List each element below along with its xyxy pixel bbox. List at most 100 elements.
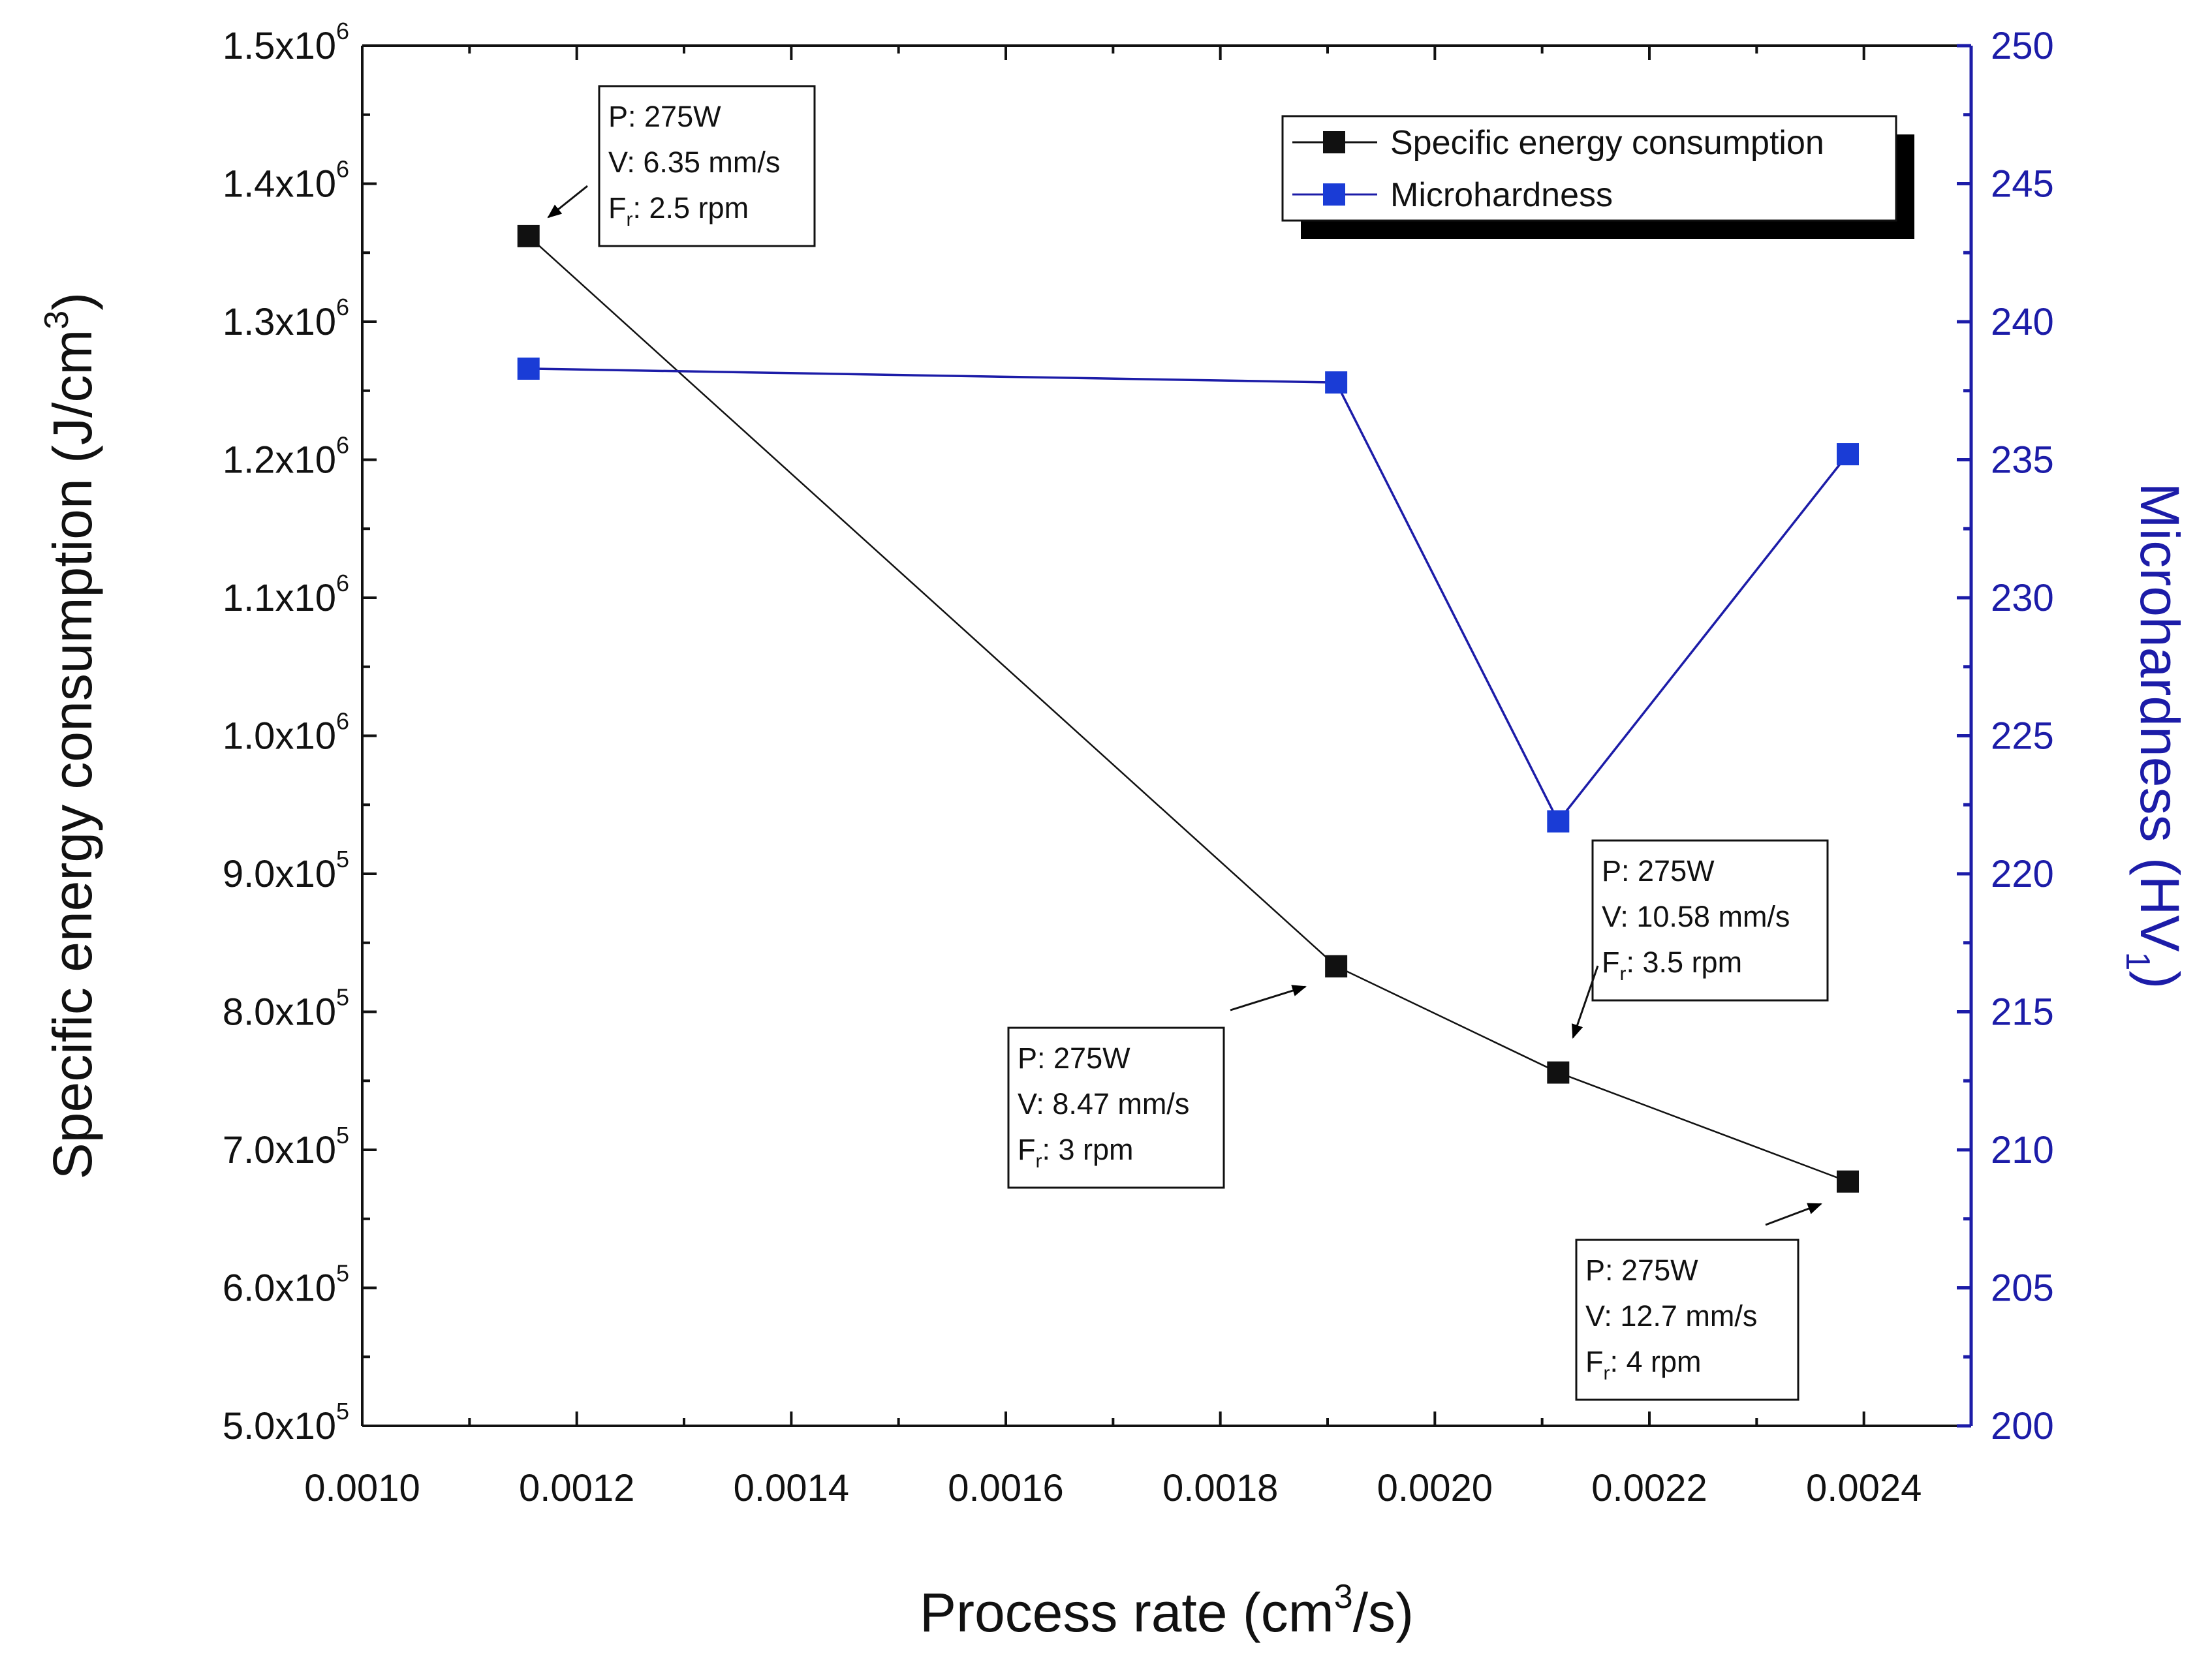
y-tick-label: 1.1x106 xyxy=(223,570,349,619)
y-tick-mantissa: 1.4x10 xyxy=(223,163,336,206)
y-tick-label: 1.3x106 xyxy=(223,294,349,343)
y-tick-mantissa: 1.1x10 xyxy=(223,577,336,619)
annotation-line: P: 275W xyxy=(1602,854,1715,887)
annotation-rest: : 2.5 rpm xyxy=(633,191,749,224)
y2-title-subscript: 1 xyxy=(2119,951,2157,970)
microhardness-data-point xyxy=(1547,810,1570,833)
y-tick-label: 8.0x105 xyxy=(223,984,349,1034)
x-tick-label: 0.0024 xyxy=(1806,1467,1922,1509)
y2-tick-label: 215 xyxy=(1991,991,2054,1034)
y-tick-mantissa: 6.0x10 xyxy=(223,1267,336,1310)
annotation-arrow xyxy=(1230,985,1307,1011)
annotation-arrow xyxy=(1765,1203,1822,1226)
annotation-subscript: r xyxy=(627,209,633,230)
y-tick-label: 1.0x106 xyxy=(223,708,349,758)
microhardness-data-point xyxy=(1837,443,1860,466)
y2-tick-label: 200 xyxy=(1991,1405,2054,1447)
annotation-line: Fr: 3.5 rpm xyxy=(1602,946,1742,985)
plot-frame xyxy=(361,44,1973,1427)
y-tick-exponent: 6 xyxy=(336,294,349,320)
microhardness-series-line xyxy=(528,367,1849,824)
annotation-line: Fr: 2.5 rpm xyxy=(608,191,749,230)
annotation-line: Fr: 3 rpm xyxy=(1018,1133,1134,1172)
legend-marker-sample xyxy=(1323,131,1345,153)
y-tick-label: 1.2x106 xyxy=(223,432,349,482)
annotation-rest: : 3 rpm xyxy=(1042,1133,1134,1166)
x-title-part1: Process rate (cm xyxy=(920,1582,1334,1643)
x-tick-label: 0.0016 xyxy=(948,1467,1063,1509)
y-title-part2: ) xyxy=(42,292,103,311)
microhardness-data-point xyxy=(517,357,540,380)
annotation-f: F xyxy=(608,191,627,224)
x-axis-title: Process rate (cm3/s) xyxy=(920,1578,1414,1643)
annotation-line: V: 12.7 mm/s xyxy=(1585,1299,1757,1333)
annotation-line: V: 10.58 mm/s xyxy=(1602,900,1790,933)
x-tick-label: 0.0020 xyxy=(1377,1467,1493,1509)
annotation-line: P: 275W xyxy=(608,100,721,133)
x-tick-label: 0.0022 xyxy=(1591,1467,1707,1509)
annotation-line: V: 8.47 mm/s xyxy=(1018,1087,1189,1120)
sec-data-point xyxy=(1837,1170,1860,1193)
x-axis: 0.0010 0.0012 0.0014 0.0016 0.0018 0.0020 0.00… xyxy=(304,46,1922,1509)
y2-tick-label: 205 xyxy=(1991,1267,2054,1310)
annotation-box xyxy=(1575,1239,1799,1401)
annotation-f: F xyxy=(1585,1345,1604,1378)
y-tick-exponent: 5 xyxy=(336,1398,349,1425)
legend-box xyxy=(1281,115,1897,222)
y-tick-exponent: 6 xyxy=(336,156,349,183)
y-tick-label: 7.0x105 xyxy=(223,1122,349,1171)
legend: Specific energy consumption Microhardness xyxy=(1281,115,1914,239)
sec-series-line xyxy=(527,235,1848,1182)
x-title-superscript: 3 xyxy=(1334,1578,1353,1616)
annotation-line: P: 275W xyxy=(1585,1254,1698,1287)
y-tick-exponent: 5 xyxy=(336,984,349,1011)
axis-titles: Process rate (cm3/s)Specific energy cons… xyxy=(38,292,2190,1643)
y-tick-label: 1.4x106 xyxy=(223,156,349,206)
sec-data-point xyxy=(1325,955,1348,978)
y-axis-right: 200 205 210 215 220 225 230 235 240 245 250 xyxy=(1957,25,2054,1447)
annotation-rest: : 3.5 rpm xyxy=(1627,946,1743,979)
legend-marker-sample xyxy=(1323,183,1345,206)
x-tick-label: 0.0010 xyxy=(304,1467,420,1509)
y-tick-label: 5.0x105 xyxy=(223,1398,349,1447)
y2-title-part1: Microhardness (HV xyxy=(2129,483,2190,952)
y-title-superscript: 3 xyxy=(38,311,76,330)
y-axis-left: 5.0x1056.0x1057.0x1058.0x1059.0x1051.0x1… xyxy=(223,18,377,1447)
y-tick-mantissa: 1.5x10 xyxy=(223,25,336,67)
annotation-box xyxy=(1007,1026,1225,1189)
x-title-part2: /s) xyxy=(1353,1582,1414,1643)
y-tick-exponent: 6 xyxy=(336,570,349,596)
y-tick-exponent: 6 xyxy=(336,708,349,735)
y-tick-exponent: 6 xyxy=(336,18,349,44)
y2-title-part2: ) xyxy=(2129,970,2190,989)
y-tick-exponent: 5 xyxy=(336,846,349,872)
annotation-box xyxy=(1591,839,1829,1002)
annotation-line: Fr: 4 rpm xyxy=(1585,1345,1702,1384)
annotation-subscript: r xyxy=(1604,1363,1610,1384)
annotation-subscript: r xyxy=(1036,1150,1042,1172)
y-tick-mantissa: 1.2x10 xyxy=(223,439,336,482)
y-tick-mantissa: 5.0x10 xyxy=(223,1405,336,1447)
y2-axis-title: Microhardness (HV1) xyxy=(2119,483,2190,989)
microhardness-data-point xyxy=(1325,371,1348,394)
annotation-line: P: 275W xyxy=(1018,1041,1130,1075)
y-tick-mantissa: 8.0x10 xyxy=(223,991,336,1034)
y-tick-exponent: 5 xyxy=(336,1122,349,1149)
y-tick-exponent: 5 xyxy=(336,1260,349,1287)
y-tick-label: 6.0x105 xyxy=(223,1260,349,1310)
y-tick-mantissa: 7.0x10 xyxy=(223,1129,336,1171)
y-axis-title: Specific energy consumption (J/cm3) xyxy=(38,292,103,1179)
annotation-f: F xyxy=(1602,946,1620,979)
y-title-part1: Specific energy consumption (J/cm xyxy=(42,330,103,1180)
x-tick-label: 0.0012 xyxy=(519,1467,634,1509)
x-tick-label: 0.0014 xyxy=(734,1467,849,1509)
annotation-box xyxy=(598,85,816,247)
legend-label: Specific energy consumption xyxy=(1390,124,1824,162)
y-tick-mantissa: 9.0x10 xyxy=(223,853,336,895)
legend-label: Microhardness xyxy=(1390,176,1613,214)
y2-tick-label: 230 xyxy=(1991,577,2054,619)
y2-tick-label: 235 xyxy=(1991,439,2054,482)
y-tick-exponent: 6 xyxy=(336,432,349,459)
y2-tick-label: 240 xyxy=(1991,301,2054,343)
y-tick-label: 1.5x106 xyxy=(223,18,349,67)
